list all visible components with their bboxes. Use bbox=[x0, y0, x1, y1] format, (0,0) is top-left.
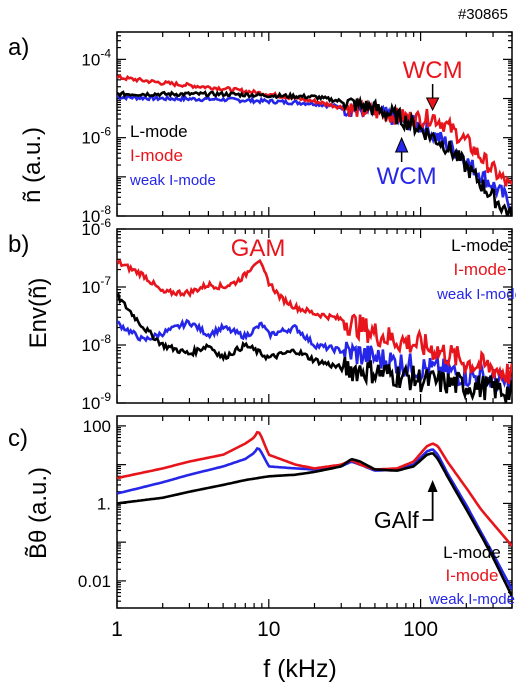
y-tick-label: 10-4 bbox=[81, 46, 111, 69]
legend-entry: I-mode bbox=[130, 146, 183, 165]
annotation-label: GAM bbox=[231, 235, 286, 262]
series-line-l-mode bbox=[117, 292, 512, 403]
annotation-label: WCM bbox=[403, 57, 463, 84]
y-axis-label: Env(ñ) bbox=[25, 278, 52, 349]
legend-entry: weak I-mode bbox=[436, 286, 516, 303]
annotation-arrowhead bbox=[425, 97, 440, 112]
x-tick-label: 1 bbox=[111, 618, 123, 641]
series-line-l-mode bbox=[117, 452, 512, 597]
legend-entry: L-mode bbox=[443, 543, 501, 562]
annotation-arrowhead bbox=[427, 480, 438, 492]
legend-entry: weak I-mode bbox=[428, 591, 515, 608]
series-line-i-mode bbox=[117, 73, 512, 187]
annotation-label: GAlf bbox=[374, 507, 419, 533]
legend-entry: L-mode bbox=[130, 122, 188, 141]
y-tick-label: 10-9 bbox=[81, 390, 111, 413]
y-axis-label: B̃θ (a.u.) bbox=[25, 467, 52, 559]
y-tick-label: 10-8 bbox=[81, 332, 111, 355]
y-tick-label: 100 bbox=[83, 417, 111, 436]
series-line-l-mode bbox=[117, 90, 512, 216]
legend-entry: weak I-mode bbox=[129, 172, 216, 189]
series-line-weak-i-mode bbox=[117, 93, 512, 212]
panel-b: 10-6 10-7 10-8 10-9 b) Env(ñ) L-mode I-mode weak… bbox=[8, 216, 516, 413]
y-tick-label: 0.01 bbox=[78, 572, 111, 591]
series-line-i-mode bbox=[117, 258, 512, 385]
panel-label: c) bbox=[8, 425, 28, 452]
y-tick-label: 10-6 bbox=[81, 125, 111, 148]
legend-entry: L-mode bbox=[451, 236, 509, 255]
y-tick-label: 1. bbox=[97, 494, 111, 513]
annotation-label: WCM bbox=[377, 163, 437, 190]
y-tick-label: 10-7 bbox=[81, 274, 111, 297]
panel-label: a) bbox=[8, 34, 29, 61]
panel-a: 10-4 10-6 10-8 a) ñ (a.u.) L-mode I-mode weak I… bbox=[8, 31, 513, 226]
panel-label: b) bbox=[8, 231, 29, 258]
shot-number: #30865 bbox=[458, 6, 508, 23]
y-axis-label: ñ (a.u.) bbox=[19, 127, 46, 203]
x-tick-label: 10 bbox=[257, 618, 280, 641]
plot-frame bbox=[116, 228, 513, 404]
series-line-weak-i-mode bbox=[117, 318, 512, 398]
panel-c: 100 1. 0.01 c) B̃θ (a.u.) L-mode I-mode weak I-… bbox=[8, 415, 515, 609]
y-tick-label: 10-6 bbox=[81, 216, 111, 239]
series-line-i-mode bbox=[117, 430, 512, 547]
annotation-arrowhead bbox=[394, 136, 409, 153]
legend-entry: I-mode bbox=[446, 566, 499, 585]
x-tick-label: 100 bbox=[403, 618, 438, 641]
x-axis-label: f (kHz) bbox=[263, 655, 337, 683]
y-tick-label: 10-8 bbox=[81, 203, 111, 226]
legend-entry: I-mode bbox=[454, 260, 507, 279]
annotation-arrow bbox=[422, 490, 434, 521]
